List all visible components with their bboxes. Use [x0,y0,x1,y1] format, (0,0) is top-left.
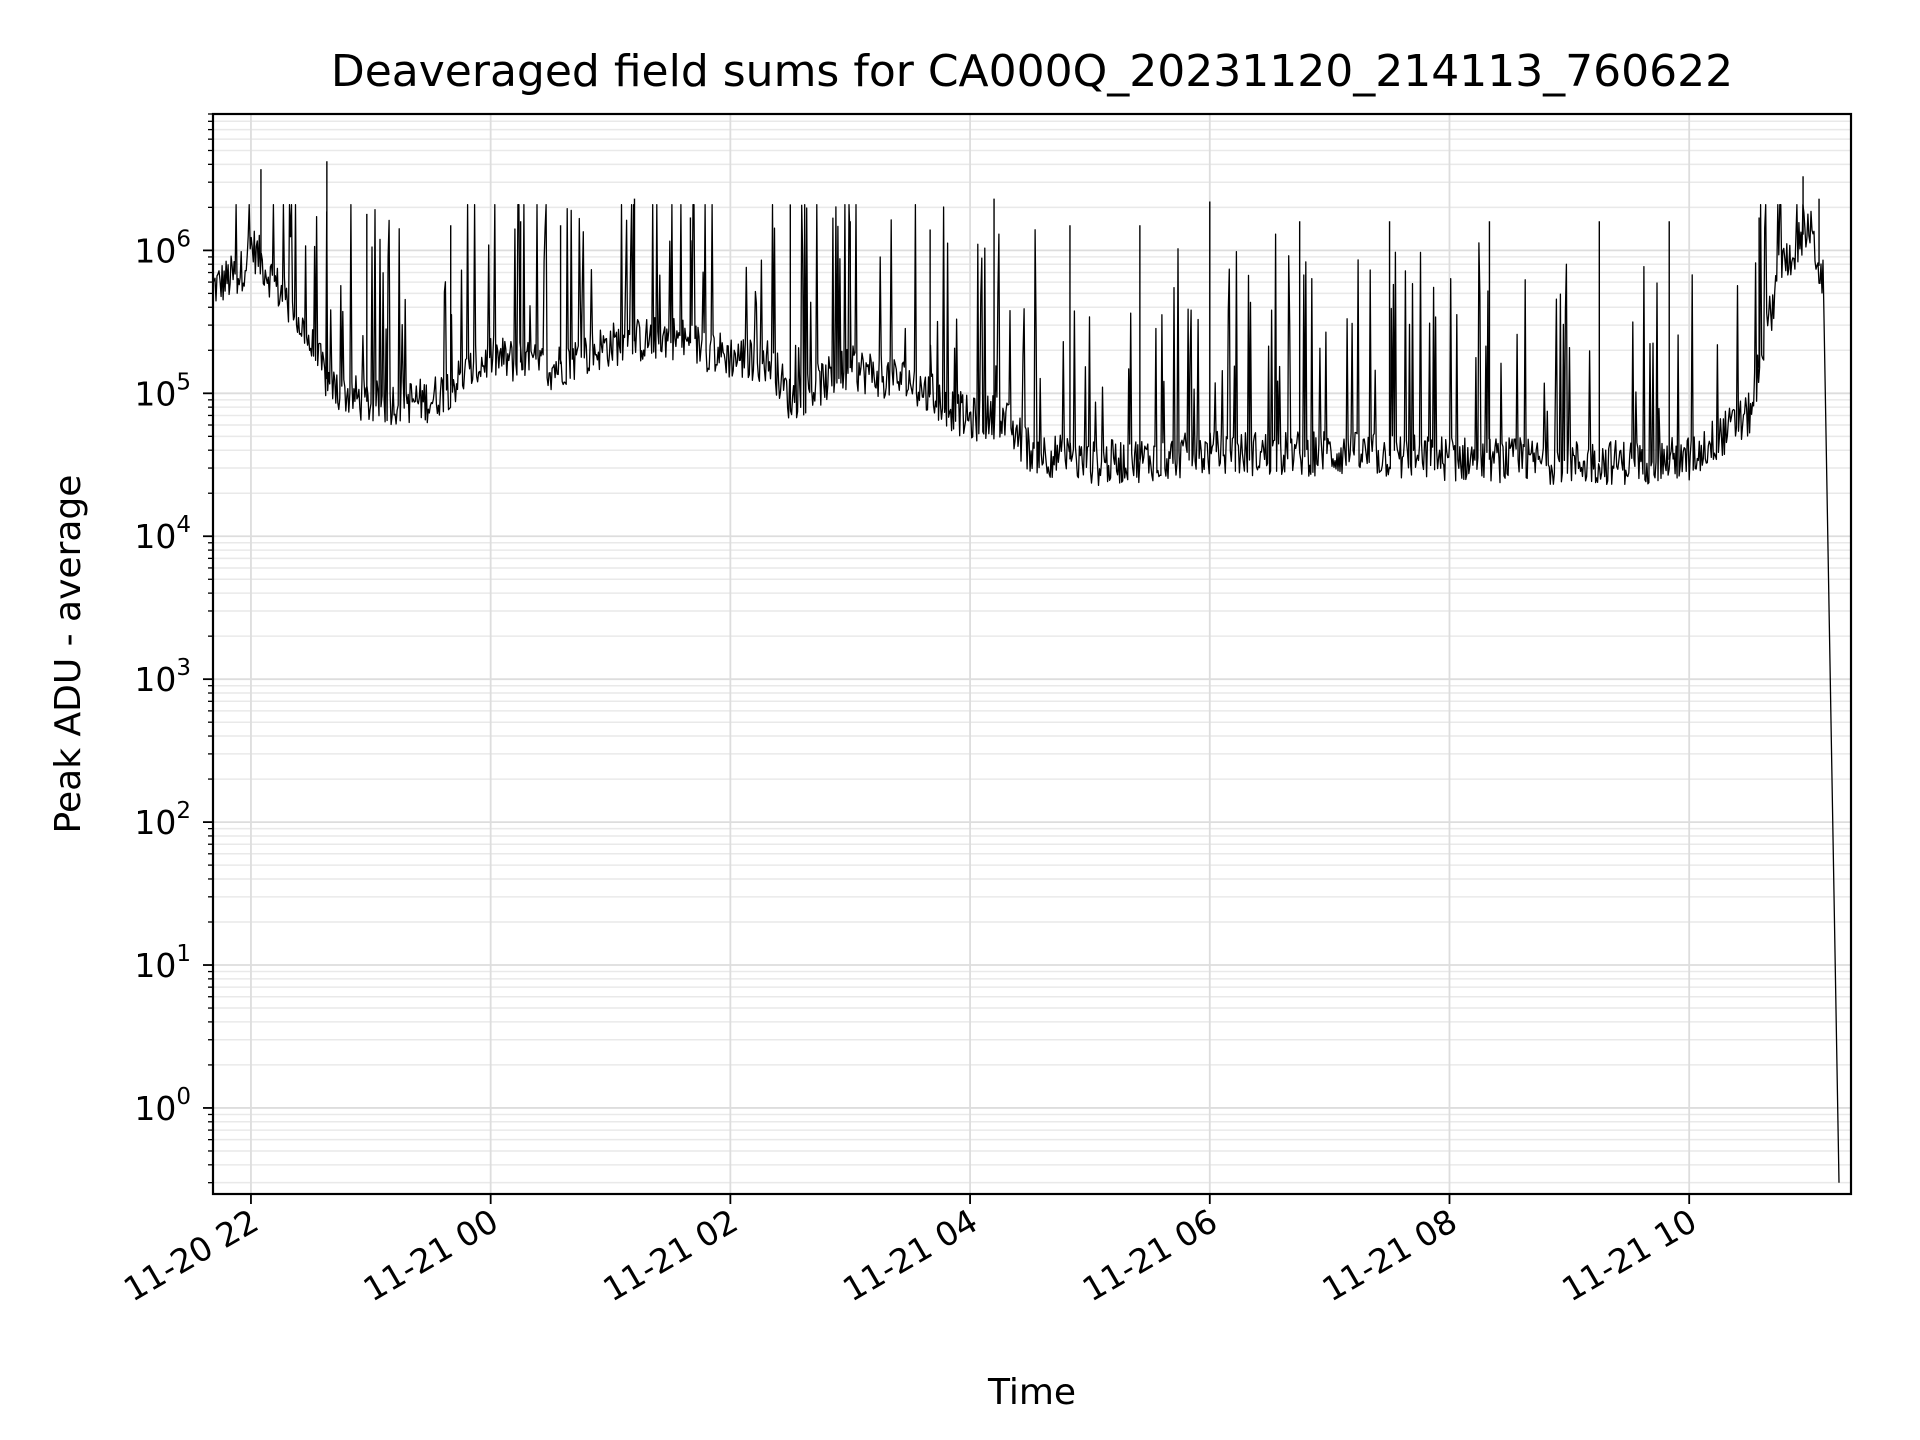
y-tick-label: 106 [134,226,191,270]
y-tick-label: 104 [134,512,191,556]
x-tick-label: 11-21 02 [596,1201,744,1309]
y-tick-label: 101 [134,941,191,985]
x-tick-label: 11-21 00 [357,1201,505,1309]
x-tick-label: 11-21 06 [1076,1201,1224,1309]
y-axis-label: Peak ADU - average [48,475,89,834]
x-axis-label: Time [987,1372,1076,1413]
y-tick-label: 102 [134,798,191,842]
x-tick-label: 11-20 22 [117,1201,265,1309]
y-tick-label: 100 [134,1084,191,1128]
axis-ticks [203,113,1691,1204]
x-tick-label: 11-21 04 [836,1201,984,1309]
chart-title: Deaveraged field sums for CA000Q_2023112… [331,46,1733,97]
grid-lines [213,113,1851,1194]
series-line [212,161,1840,1183]
x-tick-label: 11-21 08 [1315,1201,1463,1309]
y-tick-label: 103 [134,655,191,699]
x-tick-labels: 11-20 22 11-21 00 11-21 02 11-21 04 11-21 06… [117,1201,1703,1309]
series-line-path [212,204,1840,1183]
x-tick-label: 11-21 10 [1555,1201,1703,1309]
y-tick-labels: 100 101 102 103 104 105 106 [134,226,191,1128]
plot-frame [211,112,1853,1196]
y-tick-label: 105 [134,369,191,413]
